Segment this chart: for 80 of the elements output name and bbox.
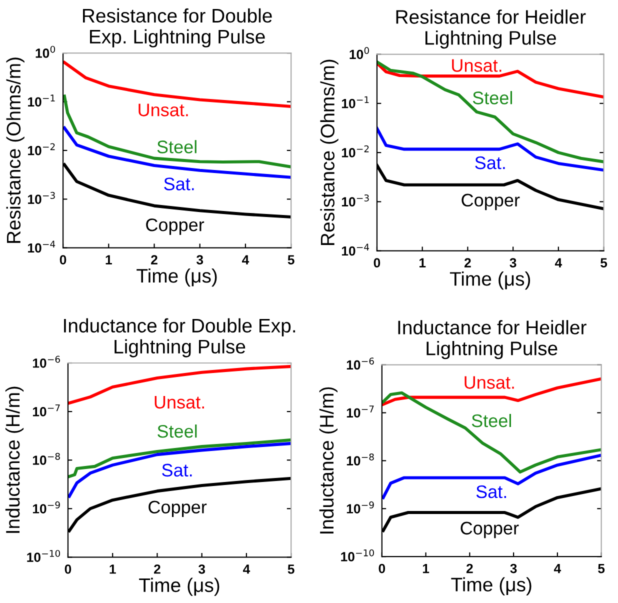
y-tick-label: 10$^{−7}$ [346,406,374,418]
series-label: Copper [462,194,520,210]
y-tick-label: 10$^{−1}$ [342,96,369,108]
y-tick-label: 10$^{−4}$ [342,244,370,256]
x-tick-label: 5 [598,564,605,574]
y-tick-label: 10$^{−10}$ [341,549,374,562]
y-tick-label: 10$^{−7}$ [32,404,60,416]
x-tick-label: 4 [242,564,250,574]
x-tick-label: 1 [420,258,426,268]
y-tick-label: 10$^{−9}$ [32,501,60,514]
series-label: Unsat. [452,59,502,72]
series-label: Sat. [476,485,506,498]
x-axis-title: Time (μs) [139,578,220,596]
y-tick-label: 10$^{−2}$ [342,145,369,158]
chart-title: Resistance for Double Exp. Lightning Pulse [83,8,272,48]
x-tick-label: 2 [464,258,471,268]
y-tick-label: 10$^{−4}$ [28,240,56,253]
y-axis-title: Inductance (H/m) [319,387,338,534]
x-tick-label: 2 [151,255,158,264]
y-tick-label: 10$^{0}$ [350,47,369,60]
x-tick-label: 1 [106,255,112,264]
y-axis-title: Inductance (H/m) [5,386,24,533]
x-tick-label: 5 [600,258,608,268]
x-tick-label: 0 [64,564,72,574]
line-series [382,391,602,474]
series-label: Unsat. [154,396,204,409]
series-label: Sat. [162,464,192,477]
y-tick-label: 10$^{−2}$ [28,143,55,156]
chart-title: Inductance for Heidler Lightning Pulse [398,320,586,360]
x-tick-label: 3 [510,564,517,574]
x-tick-label: 1 [422,564,430,574]
series-label: Steel [158,424,197,438]
x-tick-label: 3 [196,255,204,264]
line-series [63,126,292,179]
y-axis-title: Resistance (Ohms/m) [6,58,24,243]
x-tick-label: 2 [154,564,160,574]
y-tick-label: 10$^{−9}$ [346,501,374,514]
y-tick-label: 10$^{−8}$ [346,453,374,466]
chart-title: Inductance for Double Exp. Lightning Pulse [64,318,296,358]
x-axis-title: Time (μs) [136,268,217,287]
x-tick-label: 5 [288,564,294,574]
y-axis-title: Resistance (Ohms/m) [320,60,338,245]
y-tick-label: 10$^{−6}$ [346,358,374,370]
series-label: Copper [148,500,207,518]
series-label: Steel [157,140,196,154]
series-label: Sat. [475,156,505,170]
x-tick-label: 3 [198,564,206,574]
x-tick-label: 3 [510,258,516,268]
x-tick-label: 1 [110,564,116,574]
line-series [63,94,292,168]
x-tick-label: 0 [60,255,66,264]
y-tick-label: 10$^{−3}$ [28,192,55,204]
y-tick-label: 10$^{0}$ [36,46,56,58]
x-axis-title: Time (μs) [451,577,532,596]
y-tick-label: 10$^{−3}$ [342,194,369,207]
y-tick-label: 10$^{−1}$ [28,94,55,107]
series-label: Sat. [164,178,194,190]
series-label: Unsat. [138,104,188,116]
x-tick-label: 4 [242,255,250,264]
series-label: Steel [472,91,512,104]
y-tick-label: 10$^{−6}$ [32,356,60,368]
series-label: Steel [472,414,511,428]
series-label: Copper [460,522,519,538]
x-axis-title: Time (μs) [450,271,530,290]
x-tick-label: 0 [378,564,386,574]
series-label: Unsat. [464,376,514,389]
line-series [376,126,604,172]
x-tick-label: 5 [288,255,294,264]
y-tick-label: 10$^{−10}$ [27,550,60,562]
y-tick-label: 10$^{−8}$ [32,452,60,465]
line-series [382,454,602,500]
line-series [68,438,292,478]
x-tick-label: 4 [554,258,562,268]
line-series [68,442,292,498]
x-tick-label: 2 [466,564,473,574]
chart-title: Resistance for Heidler Lightning Pulse [396,10,586,49]
x-tick-label: 4 [554,564,562,574]
series-label: Copper [146,218,204,235]
x-tick-label: 0 [374,258,380,268]
line-series [382,377,602,406]
